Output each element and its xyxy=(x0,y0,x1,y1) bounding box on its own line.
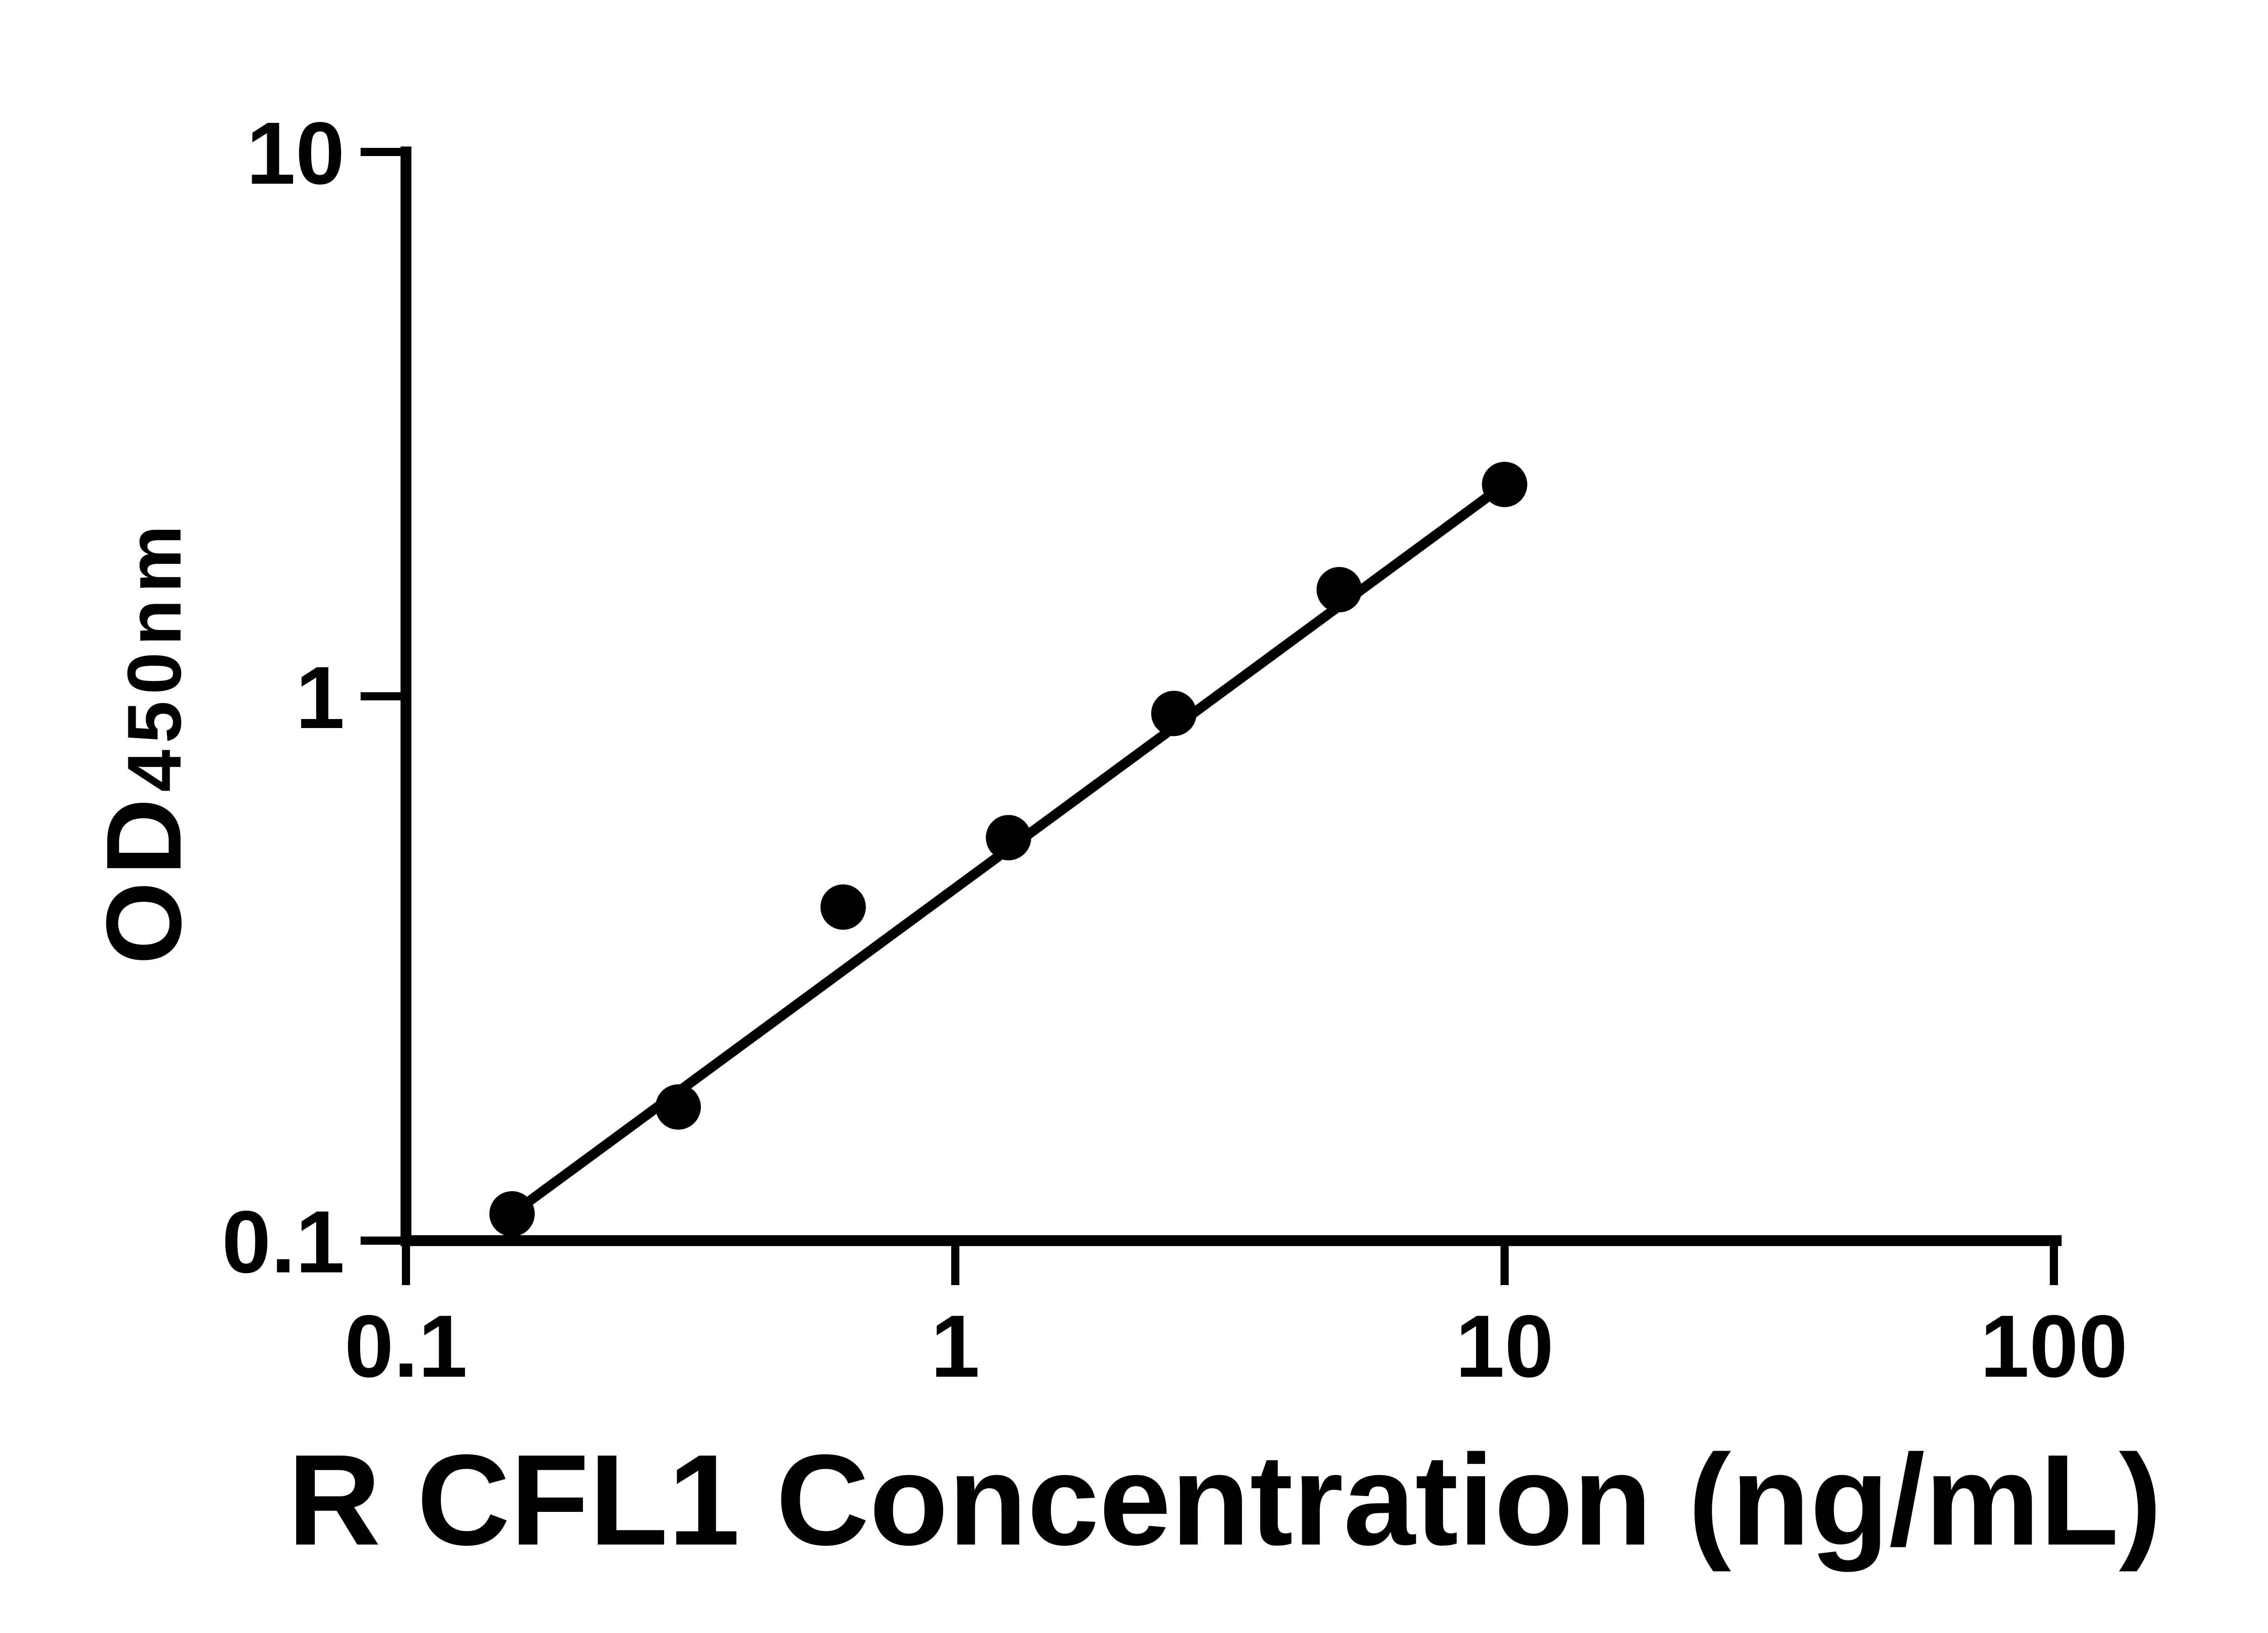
data-point xyxy=(1482,462,1527,508)
data-point xyxy=(655,1084,701,1130)
y-tick-label: 1 xyxy=(296,648,345,747)
y-axis-title-sub: 450nm xyxy=(112,519,197,792)
axes-group xyxy=(401,147,2062,1246)
data-point xyxy=(1151,690,1197,736)
x-axis-title: R CFL1 Concentration (ng/mL) xyxy=(288,1428,2162,1573)
x-tick-label: 100 xyxy=(1980,1297,2127,1396)
tick-marks-group xyxy=(361,148,2058,1285)
data-point xyxy=(489,1191,535,1237)
x-tick-label: 10 xyxy=(1456,1297,1554,1396)
series-points-group xyxy=(489,462,1527,1237)
y-tick-label: 0.1 xyxy=(222,1193,345,1291)
y-axis-title: OD450nm xyxy=(84,519,203,965)
y-axis-title-main: OD xyxy=(84,792,203,965)
y-tick-label: 10 xyxy=(246,104,345,203)
data-point xyxy=(986,815,1031,861)
data-point xyxy=(1316,567,1362,612)
data-point xyxy=(820,884,866,930)
tick-labels-group: 0.1 1 10 100 0.1 1 10 xyxy=(222,104,2128,1396)
x-tick-label: 0.1 xyxy=(344,1297,467,1396)
x-tick-label: 1 xyxy=(931,1297,980,1396)
